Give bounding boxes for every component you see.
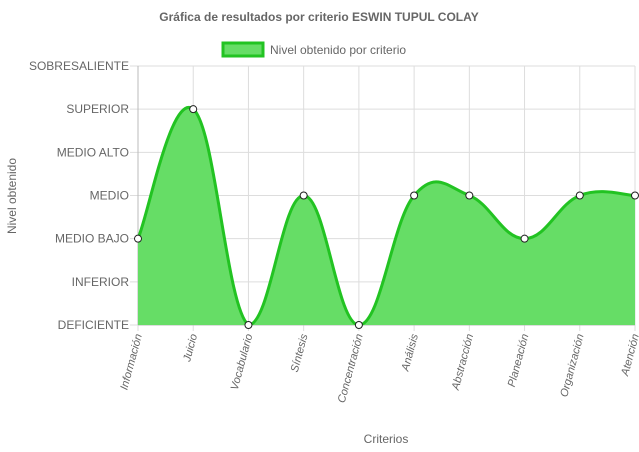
data-points [134, 105, 639, 329]
chart-title: Gráfica de resultados por criterio ESWIN… [159, 10, 478, 24]
x-tick-label: Organización [558, 333, 586, 399]
series-area-fill [138, 107, 635, 325]
x-axis-ticks: Información Juicio Vocabulario Síntesis Conc… [118, 332, 639, 404]
data-point[interactable] [354, 321, 363, 329]
legend-label: Nivel obtenido por criterio [270, 43, 406, 57]
series-area [136, 105, 636, 327]
data-point[interactable] [465, 191, 474, 200]
y-axis-ticks: DEFICIENTE INFERIOR MEDIO BAJO MEDIO MEDIO A… [29, 59, 129, 332]
data-point[interactable] [244, 321, 253, 329]
data-point[interactable] [575, 191, 584, 200]
y-tick-label: MEDIO [90, 189, 129, 203]
y-axis-label: Nivel obtenido [5, 158, 19, 234]
y-tick-label: MEDIO BAJO [55, 232, 129, 246]
x-tick-label: Juicio [181, 333, 200, 364]
data-point[interactable] [134, 234, 142, 243]
x-tick-label: Vocabulario [229, 333, 256, 392]
x-tick-label: Síntesis [289, 332, 311, 373]
x-tick-label: Planeación [506, 333, 532, 389]
x-tick-label: Abstracción [450, 333, 477, 393]
data-point[interactable] [299, 191, 308, 200]
data-point[interactable] [410, 191, 419, 200]
x-tick-label: Análisis [399, 332, 421, 373]
y-tick-label: DEFICIENTE [58, 318, 129, 332]
x-tick-label: Concentración [336, 333, 366, 405]
x-tick-label: Atención [619, 333, 639, 378]
legend[interactable]: Nivel obtenido por criterio [221, 41, 406, 58]
data-point[interactable] [631, 191, 639, 200]
y-tick-label: SOBRESALIENTE [29, 59, 129, 73]
x-tick-label: Información [118, 333, 144, 392]
y-tick-label: MEDIO ALTO [57, 145, 129, 159]
data-point[interactable] [520, 234, 529, 243]
x-axis-label: Criterios [364, 432, 409, 446]
y-tick-label: SUPERIOR [66, 102, 129, 116]
legend-swatch [221, 41, 265, 58]
data-point[interactable] [189, 105, 198, 114]
y-tick-label: INFERIOR [72, 275, 130, 289]
